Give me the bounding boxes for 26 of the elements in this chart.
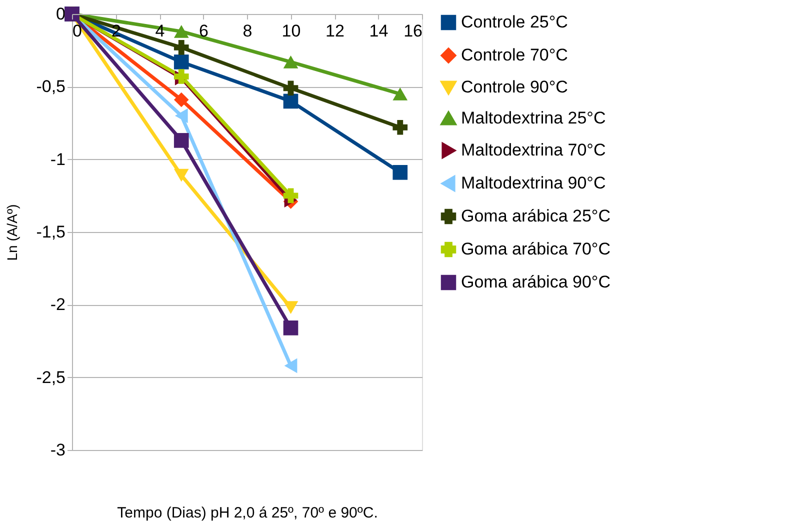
y-tick-label: 0: [56, 4, 66, 24]
legend-label: Maltodextrina 90°C: [461, 174, 606, 192]
legend-label: Controle 90°C: [461, 78, 568, 96]
legend-label: Goma arábica 70°C: [461, 240, 610, 258]
x-axis-title: Tempo (Dias) pH 2,0 á 25º, 70º e 90ºC.: [117, 504, 378, 522]
legend-label: Controle 25°C: [461, 12, 568, 32]
x-tick-label: 0: [72, 22, 82, 40]
legend-label: Goma arábica 90°C: [461, 272, 610, 292]
y-tick-label: -2,5: [36, 368, 66, 387]
legend-label: Maltodextrina 70°C: [461, 140, 606, 160]
legend-label: Controle 70°C: [461, 46, 568, 64]
y-tick-label: -1,5: [36, 222, 66, 242]
x-tick-label: 12: [326, 22, 344, 40]
x-tick-label: 16: [404, 22, 422, 40]
x-tick-label: 2: [112, 22, 121, 40]
y-tick-label: -2: [50, 295, 66, 314]
x-tick-label: 10: [282, 22, 301, 40]
x-tick-label: 14: [369, 22, 388, 40]
legend-label: Maltodextrina 25°C: [461, 108, 606, 128]
x-tick-label: 8: [242, 22, 252, 40]
y-tick-label: -1: [50, 150, 66, 169]
y-tick-label: -0,5: [36, 77, 66, 96]
x-tick-label: 6: [199, 22, 208, 40]
y-axis-title: Ln (A/Aº): [4, 204, 20, 261]
legend-label: Goma arábica 25°C: [461, 206, 610, 226]
y-tick-label: -3: [50, 440, 66, 460]
